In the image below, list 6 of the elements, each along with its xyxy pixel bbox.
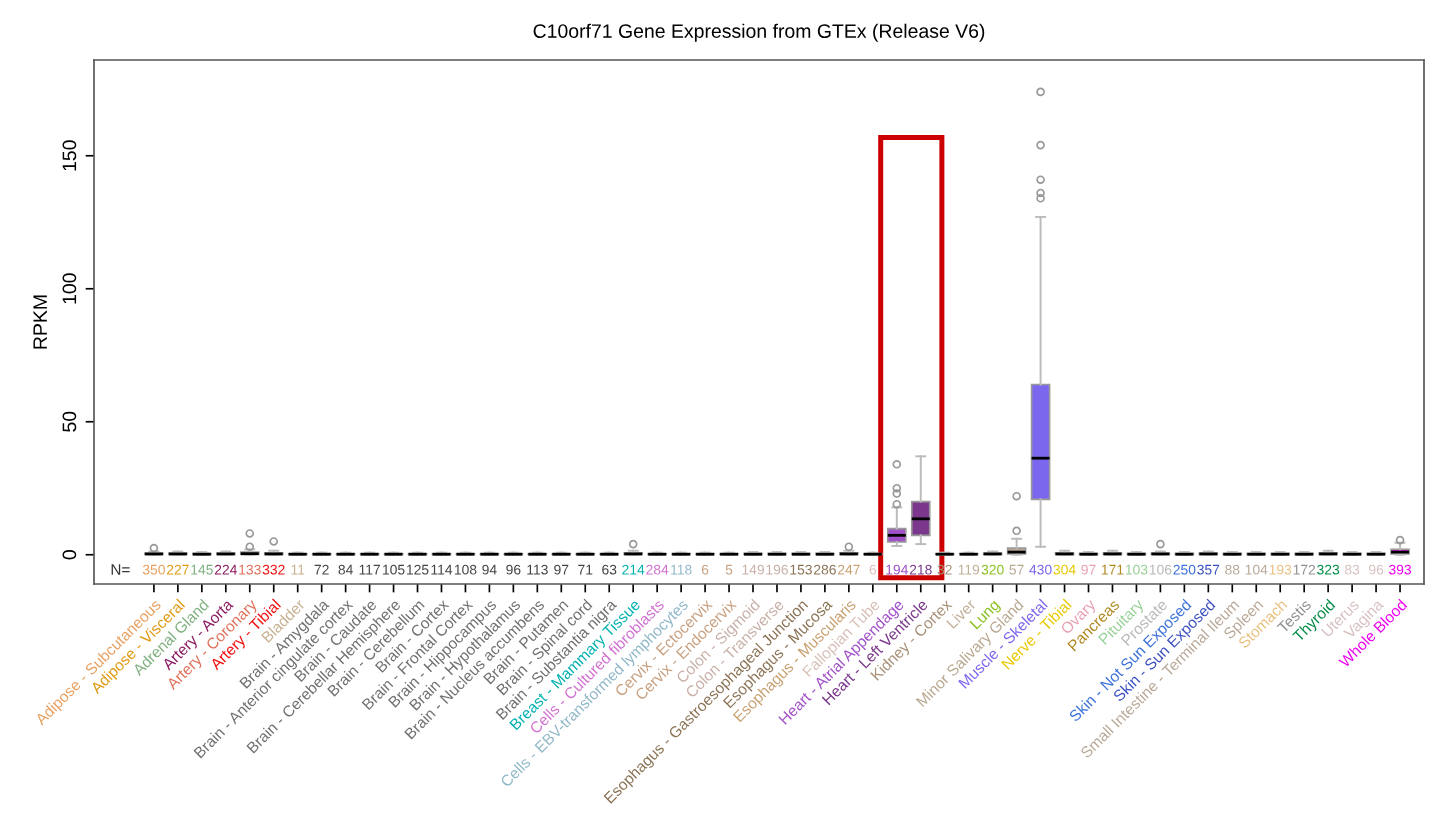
y-tick-label: 100 [62,273,77,304]
y-tick-label: 150 [62,140,77,171]
y-axis-title: RPKM [33,295,47,349]
y-tick-label: 0 [62,550,77,560]
y-tick-label: 50 [62,411,77,432]
chart-title: C10orf71 Gene Expression from GTEx (Release V6) [533,23,985,42]
